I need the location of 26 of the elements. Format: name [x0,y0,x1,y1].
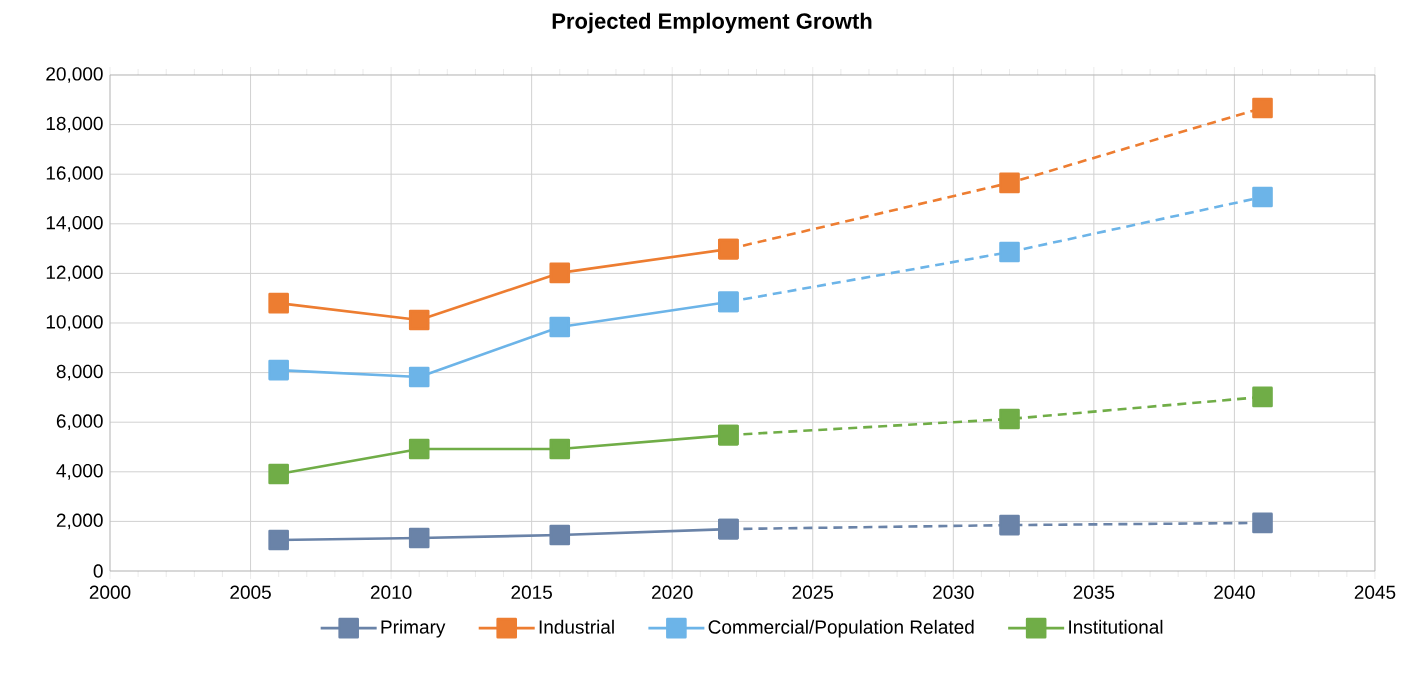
x-tick-label: 2035 [1073,585,1115,599]
y-tick-label: 16,000 [46,166,103,183]
y-tick-label: 12,000 [46,265,103,282]
y-tick-label: 4,000 [56,463,103,480]
y-tick-label: 0 [93,564,103,578]
y-tick-label: 18,000 [46,116,103,133]
y-tick-label: 20,000 [46,67,103,83]
x-tick-label: 2000 [89,585,131,599]
x-tick-label: 2025 [792,585,834,599]
y-tick-label: 10,000 [46,315,103,331]
y-tick-label: 2,000 [56,513,103,530]
legend-label: Commercial/Population Related [708,619,974,638]
x-tick-label: 2005 [230,585,271,599]
x-tick-label: 2040 [1214,585,1255,599]
x-tick-label: 2045 [1354,585,1396,599]
chart-title: Projected Employment Growth [552,12,872,34]
legend-label: Industrial [539,619,614,634]
legend-label: Primary [381,619,446,638]
x-tick-label: 2030 [933,585,974,599]
y-tick-label: 14,000 [46,215,103,232]
x-tick-label: 2020 [652,585,693,599]
legend-label: Institutional [1069,619,1163,634]
x-tick-label: 2015 [511,585,552,599]
y-tick-label: 8,000 [56,364,103,381]
y-tick-label: 6,000 [56,414,103,431]
x-tick-label: 2010 [370,585,412,599]
